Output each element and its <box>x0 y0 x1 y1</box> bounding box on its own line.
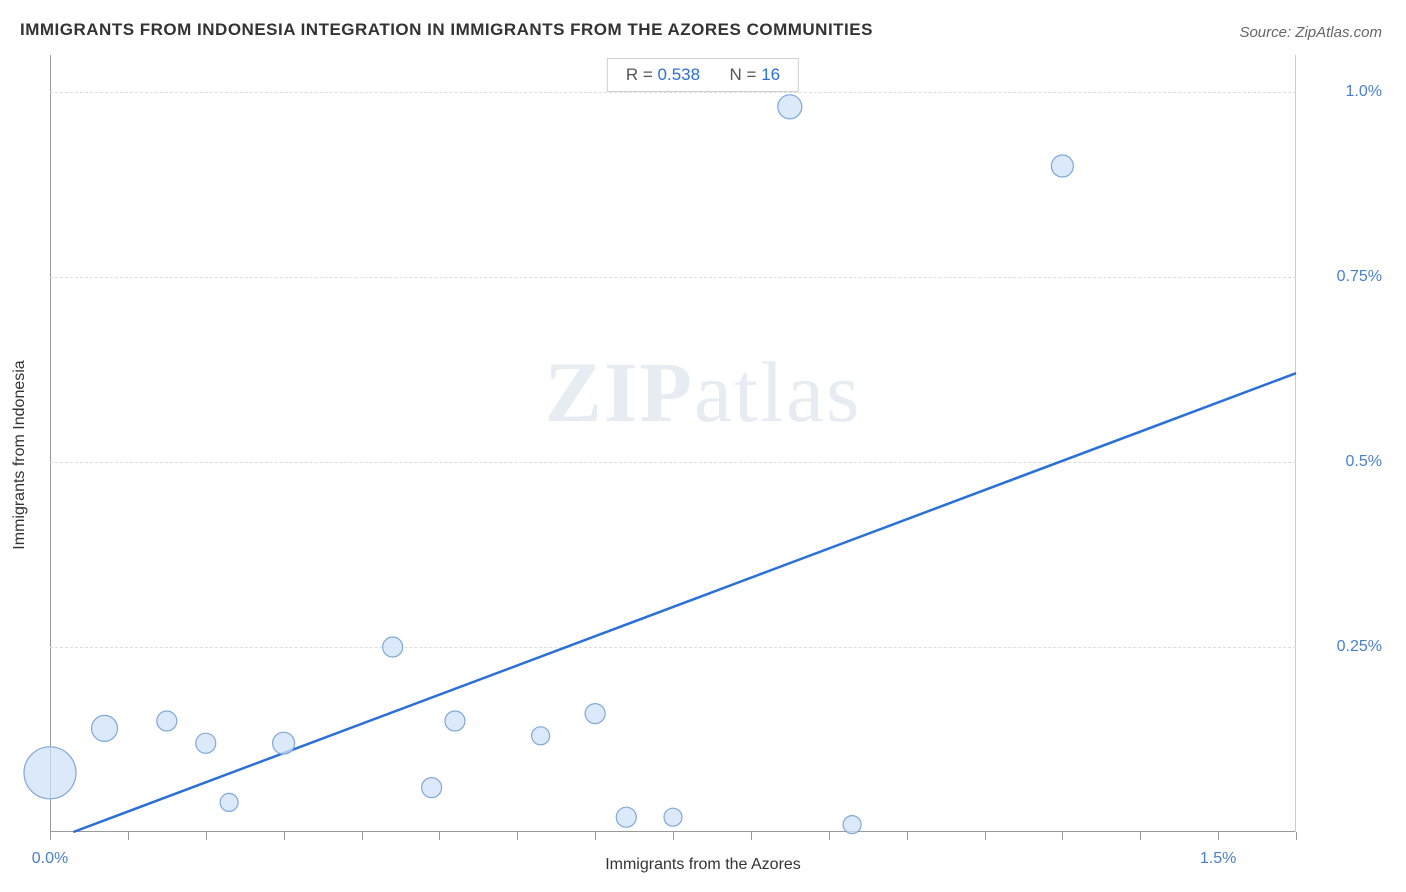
x-tick <box>1218 832 1219 840</box>
data-point <box>422 778 442 798</box>
data-point <box>24 747 76 799</box>
x-tick <box>517 832 518 840</box>
x-tick <box>673 832 674 840</box>
x-tick <box>1296 832 1297 840</box>
data-point <box>196 733 216 753</box>
data-point <box>616 807 636 827</box>
scatter-svg <box>50 55 1296 832</box>
data-point <box>157 711 177 731</box>
x-tick <box>829 832 830 840</box>
stats-box: R = 0.538 N = 16 <box>607 58 799 92</box>
data-point <box>383 637 403 657</box>
x-tick <box>1062 832 1063 840</box>
r-value: 0.538 <box>658 65 701 84</box>
x-tick-label: 0.0% <box>32 850 68 868</box>
data-point <box>1051 155 1073 177</box>
data-point <box>843 816 861 834</box>
data-point <box>532 727 550 745</box>
y-axis-label: Immigrants from Indonesia <box>11 360 29 549</box>
x-tick-label: 1.5% <box>1200 850 1236 868</box>
x-tick <box>50 832 51 840</box>
x-tick <box>1140 832 1141 840</box>
y-tick-label: 0.5% <box>1346 453 1382 471</box>
source-attribution: Source: ZipAtlas.com <box>1239 24 1382 41</box>
data-point <box>92 715 118 741</box>
y-tick-label: 0.75% <box>1337 268 1382 286</box>
x-tick <box>128 832 129 840</box>
data-point <box>273 732 295 754</box>
data-point <box>220 793 238 811</box>
regression-line <box>73 373 1296 832</box>
x-tick <box>206 832 207 840</box>
chart-title: IMMIGRANTS FROM INDONESIA INTEGRATION IN… <box>20 20 873 40</box>
data-point <box>664 808 682 826</box>
x-tick <box>907 832 908 840</box>
r-label: R = <box>626 65 653 84</box>
n-label: N = <box>730 65 757 84</box>
data-point <box>585 704 605 724</box>
x-tick <box>985 832 986 840</box>
data-point <box>778 95 802 119</box>
x-tick <box>751 832 752 840</box>
x-tick <box>362 832 363 840</box>
y-tick-label: 0.25% <box>1337 638 1382 656</box>
n-value: 16 <box>761 65 780 84</box>
data-point <box>445 711 465 731</box>
x-axis-label: Immigrants from the Azores <box>605 856 801 874</box>
x-tick <box>284 832 285 840</box>
x-tick <box>439 832 440 840</box>
x-tick <box>595 832 596 840</box>
y-tick-label: 1.0% <box>1346 83 1382 101</box>
